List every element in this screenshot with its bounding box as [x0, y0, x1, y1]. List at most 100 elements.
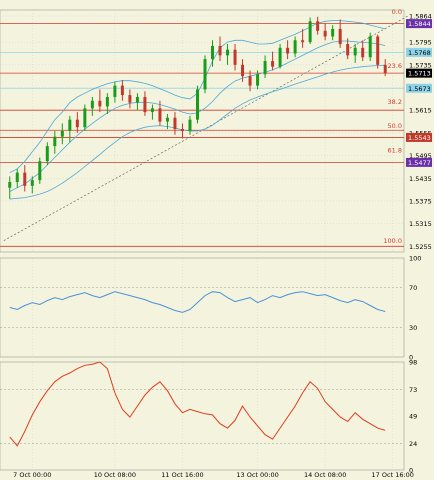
- time-tick-label: 14 Oct 08:00: [304, 471, 346, 479]
- rsi-panel: 100 70 30 0: [0, 255, 421, 362]
- candle-body: [8, 182, 12, 188]
- rsi-plot-frame: [0, 257, 405, 358]
- fib-level-label: 61.8: [388, 146, 402, 154]
- candle-body: [195, 89, 199, 120]
- candle-body: [143, 96, 147, 113]
- price-tick-label: 1.5615: [409, 107, 432, 115]
- time-tick-label: 7 Oct 00:00: [13, 471, 51, 479]
- candle-body: [241, 64, 245, 77]
- price-tick-label: 1.5375: [409, 197, 432, 205]
- candle-body: [15, 172, 19, 183]
- fib-level-label: 50.0: [388, 122, 402, 130]
- candle-body: [293, 40, 297, 54]
- price-tag: [406, 132, 432, 142]
- candle-body: [376, 36, 380, 65]
- stochastic-tick-label: 0: [409, 467, 413, 475]
- fib-level-label: 0.0: [392, 8, 402, 16]
- candle-body: [105, 96, 109, 107]
- candle-body: [113, 85, 117, 97]
- candle-body: [271, 61, 275, 67]
- candle-body: [30, 180, 34, 186]
- price-tag: [406, 83, 432, 93]
- stochastic-tick-label: 49: [409, 413, 417, 421]
- time-tick-label: 10 Oct 08:00: [94, 471, 136, 479]
- candle-body: [233, 49, 237, 65]
- time-axis: 7 Oct 00:00 10 Oct 08:00 11 Oct 16:00 13 Oc…: [13, 471, 414, 479]
- price-tag-label: 1.5844: [408, 20, 431, 28]
- candle-body: [361, 47, 365, 58]
- candle-body: [53, 136, 57, 147]
- price-panel: 0.0 23.6 38.2 50.0 61.8 100.0 1.5864 1.5795 1.57…: [0, 8, 432, 470]
- time-tick-label: 17 Oct 16:00: [372, 471, 414, 479]
- candle-body: [83, 108, 87, 128]
- price-tag: [406, 47, 432, 57]
- fib-level-label: 100.0: [383, 237, 402, 245]
- candle-body: [128, 95, 132, 103]
- candle-body: [158, 108, 162, 122]
- candle-body: [353, 47, 357, 56]
- candle-body: [150, 108, 154, 113]
- candle-body: [188, 119, 192, 131]
- price-tick-label: 1.5864: [409, 13, 432, 21]
- price-tick-label: 1.5435: [409, 175, 432, 183]
- candle-body: [226, 49, 230, 56]
- price-tick-label: 1.5795: [409, 39, 432, 47]
- stochastic-tick-label: 73: [409, 386, 417, 394]
- price-tag: [406, 68, 432, 78]
- candle-body: [248, 76, 252, 86]
- bollinger-lower-line: [9, 64, 386, 200]
- rsi-tick-label: 0: [409, 354, 413, 362]
- fib-level-label: 38.2: [388, 98, 402, 106]
- candle-body: [135, 96, 139, 103]
- candle-body: [301, 40, 305, 43]
- price-tag: [406, 19, 432, 29]
- price-plot-frame: [0, 9, 405, 253]
- rsi-line: [9, 291, 386, 313]
- candle-body: [75, 119, 79, 128]
- candle-body: [383, 64, 387, 74]
- price-tick-label: 1.5495: [409, 152, 432, 160]
- rsi-tick-label: 100: [409, 255, 421, 263]
- stochastic-tick-label: 98: [409, 359, 417, 367]
- candle-body: [180, 129, 184, 131]
- candle-body: [218, 45, 222, 56]
- rsi-tick-label: 70: [409, 284, 417, 292]
- candle-body: [98, 100, 102, 107]
- stochastic-plot-frame: [0, 361, 405, 471]
- candle-body: [316, 21, 320, 31]
- time-tick-label: 13 Oct 00:00: [236, 471, 278, 479]
- price-tick-label: 1.5735: [409, 61, 432, 69]
- fib-level-label: 23.6: [388, 62, 402, 70]
- candle-body: [286, 47, 290, 54]
- candle-body: [90, 100, 94, 109]
- candle-body: [38, 161, 42, 181]
- candle-body: [211, 45, 215, 60]
- candle-body: [263, 61, 267, 75]
- price-tag-label: 1.5543: [408, 134, 431, 142]
- candle-body: [60, 131, 64, 137]
- candle-body: [346, 44, 350, 56]
- trend-line: [3, 15, 408, 241]
- candle-body: [173, 117, 177, 130]
- candle-body: [165, 117, 169, 122]
- candle-body: [256, 74, 260, 86]
- price-tag-label: 1.5477: [408, 159, 431, 167]
- candle-body: [203, 59, 207, 90]
- stochastic-panel: 98 73 49 24 0: [0, 359, 417, 475]
- candle-body: [323, 30, 327, 37]
- price-tag-label: 1.5768: [408, 49, 431, 57]
- candle-body: [331, 28, 335, 37]
- price-tick-label: 1.5315: [409, 220, 432, 228]
- price-tag: [406, 157, 432, 167]
- candle-body: [120, 85, 124, 96]
- candle-body: [308, 21, 312, 43]
- candle-body: [338, 28, 342, 45]
- candle-body: [368, 36, 372, 58]
- candle-body: [68, 119, 72, 131]
- stochastic-line: [9, 361, 386, 447]
- candle-body: [45, 146, 49, 162]
- rsi-tick-label: 30: [409, 324, 417, 332]
- price-tag-label: 1.5673: [408, 85, 431, 93]
